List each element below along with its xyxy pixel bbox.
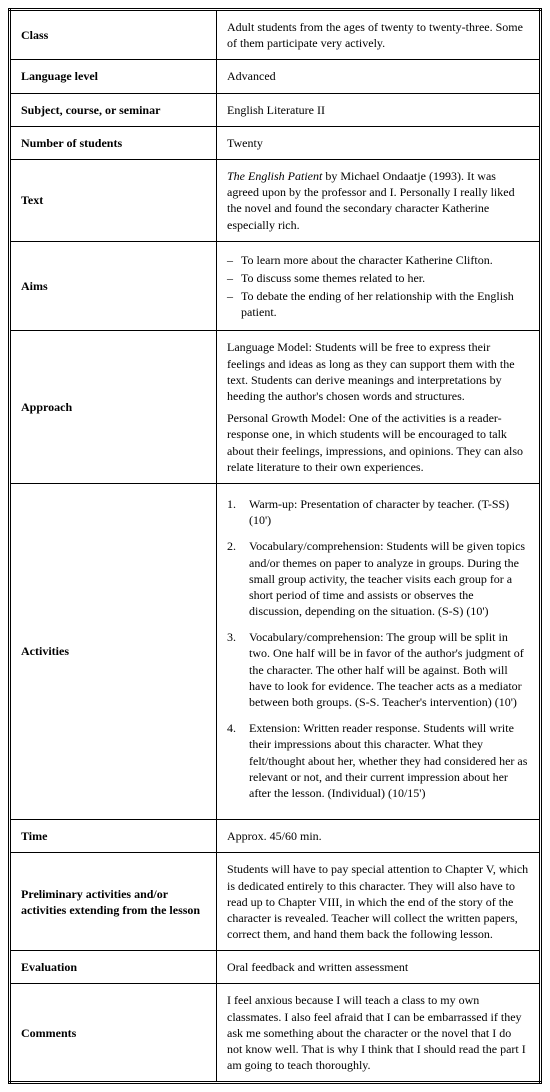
value-activities: Warm-up: Presentation of character by te… xyxy=(217,483,541,819)
row-aims: Aims To learn more about the character K… xyxy=(10,241,541,331)
aim-item: To debate the ending of her relationship… xyxy=(227,288,529,320)
value-aims: To learn more about the character Kather… xyxy=(217,241,541,331)
label-students: Number of students xyxy=(10,126,217,159)
value-comments: I feel anxious because I will teach a cl… xyxy=(217,984,541,1083)
row-class: Class Adult students from the ages of tw… xyxy=(10,10,541,60)
value-approach: Language Model: Students will be free to… xyxy=(217,331,541,484)
label-class: Class xyxy=(10,10,217,60)
value-class: Adult students from the ages of twenty t… xyxy=(217,10,541,60)
row-text: Text The English Patient by Michael Onda… xyxy=(10,159,541,241)
value-prelim: Students will have to pay special attent… xyxy=(217,853,541,951)
aim-item: To learn more about the character Kather… xyxy=(227,252,529,268)
label-subject: Subject, course, or seminar xyxy=(10,93,217,126)
activity-item: Vocabulary/comprehension: Students will … xyxy=(227,538,529,619)
row-comments: Comments I feel anxious because I will t… xyxy=(10,984,541,1083)
value-evaluation: Oral feedback and written assessment xyxy=(217,951,541,984)
label-aims: Aims xyxy=(10,241,217,331)
approach-p2: Personal Growth Model: One of the activi… xyxy=(227,410,529,475)
label-comments: Comments xyxy=(10,984,217,1083)
activities-list: Warm-up: Presentation of character by te… xyxy=(227,496,529,801)
value-subject: English Literature II xyxy=(217,93,541,126)
row-students: Number of students Twenty xyxy=(10,126,541,159)
value-text: The English Patient by Michael Ondaatje … xyxy=(217,159,541,241)
activity-item: Vocabulary/comprehension: The group will… xyxy=(227,629,529,710)
value-time: Approx. 45/60 min. xyxy=(217,820,541,853)
label-activities: Activities xyxy=(10,483,217,819)
row-evaluation: Evaluation Oral feedback and written ass… xyxy=(10,951,541,984)
row-prelim: Preliminary activities and/or activities… xyxy=(10,853,541,951)
label-prelim: Preliminary activities and/or activities… xyxy=(10,853,217,951)
activity-item: Extension: Written reader response. Stud… xyxy=(227,720,529,801)
aims-list: To learn more about the character Kather… xyxy=(227,252,529,321)
label-level: Language level xyxy=(10,60,217,93)
activity-item: Warm-up: Presentation of character by te… xyxy=(227,496,529,528)
value-level: Advanced xyxy=(217,60,541,93)
label-evaluation: Evaluation xyxy=(10,951,217,984)
lesson-plan-table: Class Adult students from the ages of tw… xyxy=(8,8,542,1084)
row-activities: Activities Warm-up: Presentation of char… xyxy=(10,483,541,819)
row-level: Language level Advanced xyxy=(10,60,541,93)
label-time: Time xyxy=(10,820,217,853)
text-title: The English Patient xyxy=(227,169,322,183)
value-students: Twenty xyxy=(217,126,541,159)
label-text: Text xyxy=(10,159,217,241)
row-time: Time Approx. 45/60 min. xyxy=(10,820,541,853)
row-approach: Approach Language Model: Students will b… xyxy=(10,331,541,484)
approach-p1: Language Model: Students will be free to… xyxy=(227,339,529,404)
label-approach: Approach xyxy=(10,331,217,484)
aim-item: To discuss some themes related to her. xyxy=(227,270,529,286)
row-subject: Subject, course, or seminar English Lite… xyxy=(10,93,541,126)
